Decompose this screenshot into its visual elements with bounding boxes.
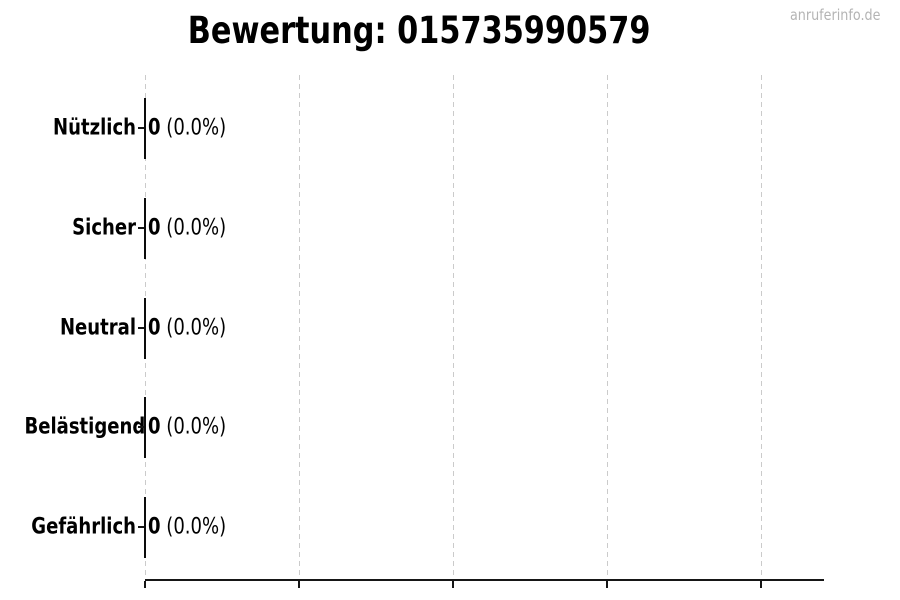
value-percent: (0.0%) [166, 315, 227, 341]
value-percent: (0.0%) [166, 115, 227, 141]
value-count: 0 [148, 414, 161, 440]
value-count: 0 [148, 215, 161, 241]
value-label: 0 (0.0%) [148, 116, 226, 141]
y-tick [138, 426, 145, 428]
bar [144, 497, 146, 558]
x-axis-tick [452, 581, 454, 588]
bar [144, 298, 146, 359]
watermark: anruferinfo.de [789, 6, 880, 24]
value-label: 0 (0.0%) [148, 515, 226, 540]
value-percent: (0.0%) [166, 414, 227, 440]
bar [144, 98, 146, 159]
category-label: Gefährlich [31, 514, 136, 540]
gridline [453, 75, 454, 580]
y-tick [138, 526, 145, 528]
x-axis-tick [298, 581, 300, 588]
value-label: 0 (0.0%) [148, 216, 226, 241]
value-count: 0 [148, 315, 161, 341]
y-tick [138, 227, 145, 229]
x-axis-tick [606, 581, 608, 588]
value-percent: (0.0%) [166, 514, 227, 540]
gridline [299, 75, 300, 580]
chart-title: Bewertung: 015735990579 [187, 9, 651, 52]
gridline [607, 75, 608, 580]
y-tick [138, 327, 145, 329]
bar [144, 198, 146, 259]
y-tick [138, 127, 145, 129]
value-count: 0 [148, 115, 161, 141]
x-axis-line [145, 579, 824, 581]
x-axis-tick [144, 581, 146, 588]
value-label: 0 (0.0%) [148, 316, 226, 341]
value-percent: (0.0%) [166, 215, 227, 241]
value-label: 0 (0.0%) [148, 415, 226, 440]
x-axis-tick [760, 581, 762, 588]
value-count: 0 [148, 514, 161, 540]
category-label: Belästigend [24, 414, 146, 440]
category-label: Neutral [59, 315, 136, 341]
gridline [761, 75, 762, 580]
category-label: Sicher [72, 215, 136, 241]
bar [144, 397, 146, 458]
category-label: Nützlich [53, 115, 136, 141]
